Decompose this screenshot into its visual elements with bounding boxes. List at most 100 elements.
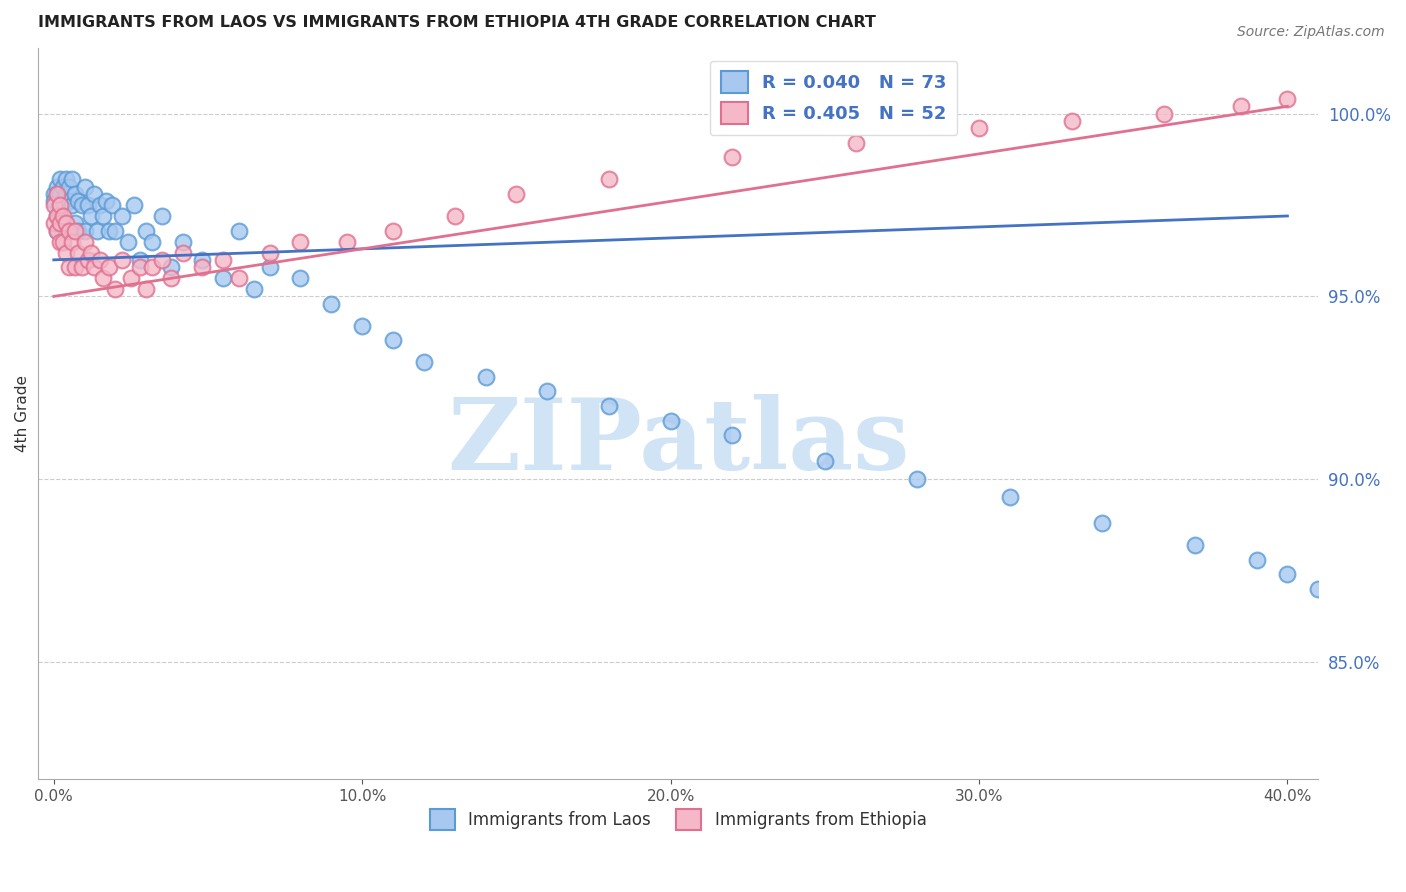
Point	[1060, 114, 1083, 128]
Point	[70, 260, 93, 275]
Point	[443, 209, 465, 223]
Point	[150, 252, 173, 267]
Point	[120, 271, 142, 285]
Point	[336, 235, 359, 249]
Point	[70, 198, 93, 212]
Point	[129, 260, 152, 275]
Point	[52, 216, 75, 230]
Point	[191, 252, 214, 267]
Point	[80, 209, 103, 223]
Point	[76, 198, 98, 212]
Point	[55, 216, 77, 230]
Point	[110, 252, 132, 267]
Point	[141, 235, 163, 249]
Point	[101, 198, 124, 212]
Point	[129, 252, 152, 267]
Point	[42, 198, 65, 212]
Point	[83, 187, 105, 202]
Point	[474, 369, 496, 384]
Point	[60, 198, 83, 212]
Point	[49, 209, 72, 223]
Point	[86, 224, 108, 238]
Point	[91, 209, 114, 223]
Point	[60, 235, 83, 249]
Point	[721, 151, 744, 165]
Point	[905, 472, 928, 486]
Point	[104, 282, 127, 296]
Point	[191, 260, 214, 275]
Point	[98, 260, 121, 275]
Point	[160, 271, 183, 285]
Point	[98, 224, 121, 238]
Point	[89, 252, 111, 267]
Point	[49, 172, 72, 186]
Point	[96, 194, 118, 209]
Point	[49, 198, 72, 212]
Point	[721, 428, 744, 442]
Point	[259, 260, 281, 275]
Point	[42, 194, 65, 209]
Point	[42, 216, 65, 230]
Point	[536, 384, 558, 399]
Point	[598, 399, 620, 413]
Point	[598, 172, 620, 186]
Point	[1153, 106, 1175, 120]
Point	[1230, 99, 1253, 113]
Point	[845, 136, 868, 150]
Point	[135, 282, 157, 296]
Point	[45, 209, 67, 223]
Point	[1277, 567, 1299, 582]
Point	[814, 454, 837, 468]
Point	[160, 260, 183, 275]
Point	[117, 235, 139, 249]
Point	[67, 194, 90, 209]
Point	[1339, 597, 1361, 611]
Point	[91, 271, 114, 285]
Text: ZIPatlas: ZIPatlas	[447, 394, 910, 491]
Point	[73, 224, 96, 238]
Point	[998, 491, 1021, 505]
Point	[150, 209, 173, 223]
Text: Source: ZipAtlas.com: Source: ZipAtlas.com	[1237, 25, 1385, 39]
Point	[67, 245, 90, 260]
Point	[45, 187, 67, 202]
Point	[45, 224, 67, 238]
Point	[382, 224, 405, 238]
Point	[1368, 611, 1391, 625]
Point	[42, 187, 65, 202]
Legend: Immigrants from Laos, Immigrants from Ethiopia: Immigrants from Laos, Immigrants from Et…	[423, 803, 934, 837]
Point	[49, 235, 72, 249]
Point	[382, 333, 405, 347]
Text: IMMIGRANTS FROM LAOS VS IMMIGRANTS FROM ETHIOPIA 4TH GRADE CORRELATION CHART: IMMIGRANTS FROM LAOS VS IMMIGRANTS FROM …	[38, 15, 876, 30]
Point	[58, 224, 80, 238]
Point	[65, 216, 87, 230]
Point	[89, 198, 111, 212]
Point	[73, 179, 96, 194]
Point	[212, 252, 235, 267]
Point	[58, 224, 80, 238]
Point	[352, 318, 374, 333]
Point	[52, 209, 75, 223]
Point	[58, 179, 80, 194]
Point	[55, 187, 77, 202]
Point	[65, 224, 87, 238]
Point	[55, 172, 77, 186]
Point	[1399, 625, 1406, 640]
Point	[58, 194, 80, 209]
Point	[110, 209, 132, 223]
Point	[212, 271, 235, 285]
Point	[967, 121, 990, 136]
Point	[52, 194, 75, 209]
Point	[243, 282, 266, 296]
Point	[80, 245, 103, 260]
Point	[659, 414, 682, 428]
Point	[228, 271, 250, 285]
Point	[83, 260, 105, 275]
Point	[49, 198, 72, 212]
Point	[1184, 538, 1206, 552]
Point	[1277, 92, 1299, 106]
Point	[52, 179, 75, 194]
Point	[55, 224, 77, 238]
Point	[58, 260, 80, 275]
Point	[45, 187, 67, 202]
